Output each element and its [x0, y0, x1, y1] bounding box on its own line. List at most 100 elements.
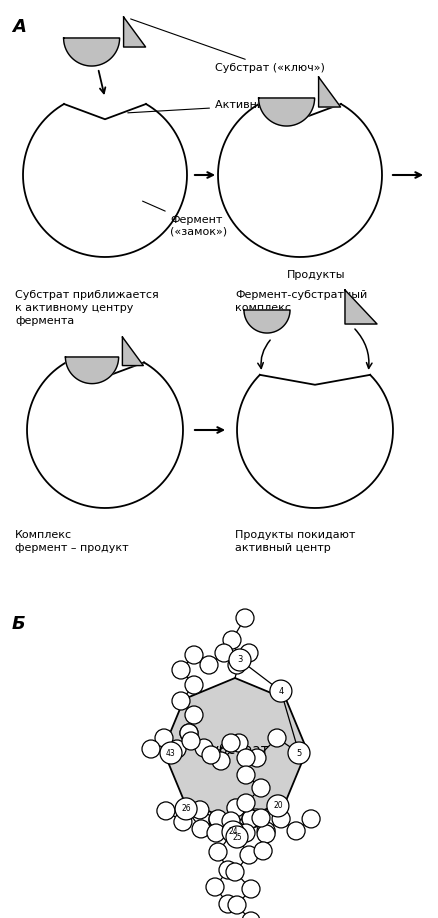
Text: Субстрат приближается
к активному центру
фермента: Субстрат приближается к активному центру…	[15, 290, 159, 327]
Circle shape	[174, 813, 192, 831]
Circle shape	[227, 822, 245, 840]
Circle shape	[252, 779, 270, 797]
Text: Б: Б	[12, 615, 26, 633]
Circle shape	[227, 799, 245, 817]
Circle shape	[142, 740, 160, 758]
Circle shape	[168, 740, 186, 758]
Text: Продукты: Продукты	[287, 270, 346, 280]
Circle shape	[228, 656, 246, 674]
Circle shape	[237, 766, 255, 784]
Circle shape	[240, 846, 258, 864]
Circle shape	[237, 794, 255, 812]
Circle shape	[230, 734, 248, 752]
Circle shape	[236, 609, 254, 627]
Circle shape	[219, 861, 237, 879]
Circle shape	[206, 878, 224, 896]
Circle shape	[257, 825, 275, 843]
Circle shape	[157, 802, 175, 820]
Circle shape	[172, 692, 190, 710]
Circle shape	[222, 812, 240, 830]
Circle shape	[242, 912, 260, 918]
Circle shape	[209, 843, 227, 861]
Text: 26: 26	[181, 804, 191, 813]
Circle shape	[185, 646, 203, 664]
Polygon shape	[258, 98, 314, 126]
Circle shape	[226, 826, 248, 848]
Polygon shape	[122, 337, 143, 365]
Circle shape	[267, 795, 289, 817]
Circle shape	[219, 895, 237, 913]
Text: Активный центр: Активный центр	[128, 100, 311, 113]
Circle shape	[223, 631, 241, 649]
Circle shape	[290, 744, 308, 762]
Circle shape	[192, 820, 210, 838]
Circle shape	[191, 800, 209, 819]
Polygon shape	[345, 290, 377, 324]
Circle shape	[155, 729, 173, 747]
Circle shape	[202, 746, 220, 764]
Circle shape	[222, 734, 240, 752]
Circle shape	[269, 797, 287, 815]
Text: 20: 20	[273, 801, 283, 811]
Circle shape	[237, 824, 255, 842]
Circle shape	[195, 739, 213, 757]
Text: 5: 5	[297, 748, 302, 757]
Circle shape	[228, 828, 246, 846]
Circle shape	[240, 644, 258, 662]
Circle shape	[272, 810, 290, 828]
Circle shape	[182, 732, 200, 750]
Circle shape	[226, 863, 244, 881]
Text: Фермент-субстратный
комплекс: Фермент-субстратный комплекс	[235, 290, 367, 313]
Circle shape	[242, 810, 260, 828]
Polygon shape	[124, 17, 145, 47]
Circle shape	[185, 706, 203, 724]
Circle shape	[212, 752, 230, 770]
Text: Субстрат: Субстрат	[201, 743, 269, 757]
Text: 25: 25	[232, 833, 242, 842]
Circle shape	[248, 749, 266, 767]
Text: Субстрат («ключ»): Субстрат («ключ»)	[131, 19, 325, 73]
Polygon shape	[163, 678, 307, 822]
Circle shape	[222, 821, 244, 843]
Circle shape	[247, 809, 265, 827]
Circle shape	[172, 661, 190, 679]
Circle shape	[185, 676, 203, 694]
Circle shape	[160, 742, 182, 764]
Circle shape	[215, 644, 233, 662]
Circle shape	[180, 724, 198, 742]
Circle shape	[254, 842, 272, 860]
Polygon shape	[65, 357, 119, 384]
Text: 24: 24	[228, 827, 238, 836]
Circle shape	[242, 880, 260, 898]
Circle shape	[177, 800, 195, 818]
Polygon shape	[318, 77, 341, 107]
Circle shape	[302, 810, 320, 828]
Circle shape	[252, 809, 270, 827]
Circle shape	[175, 798, 197, 820]
Circle shape	[268, 729, 286, 747]
Circle shape	[228, 896, 246, 914]
Text: 4: 4	[278, 687, 283, 696]
Circle shape	[209, 810, 227, 828]
Circle shape	[287, 822, 305, 840]
Text: 3: 3	[237, 655, 243, 665]
Circle shape	[224, 823, 242, 841]
Text: А: А	[12, 18, 26, 36]
Circle shape	[288, 742, 310, 764]
Text: Продукты покидают
активный центр: Продукты покидают активный центр	[235, 530, 355, 554]
Polygon shape	[244, 310, 290, 333]
Text: Комплекс
фермент – продукт: Комплекс фермент – продукт	[15, 530, 129, 554]
Circle shape	[180, 724, 198, 742]
Circle shape	[200, 656, 218, 674]
Circle shape	[242, 810, 260, 828]
Polygon shape	[64, 38, 120, 66]
Circle shape	[229, 649, 251, 671]
Circle shape	[207, 824, 225, 842]
Circle shape	[162, 744, 180, 762]
Circle shape	[231, 651, 249, 669]
Circle shape	[257, 822, 275, 840]
Circle shape	[270, 680, 292, 702]
Circle shape	[209, 811, 227, 829]
Text: Фермент
(«замок»): Фермент («замок»)	[142, 201, 227, 237]
Circle shape	[237, 749, 255, 767]
